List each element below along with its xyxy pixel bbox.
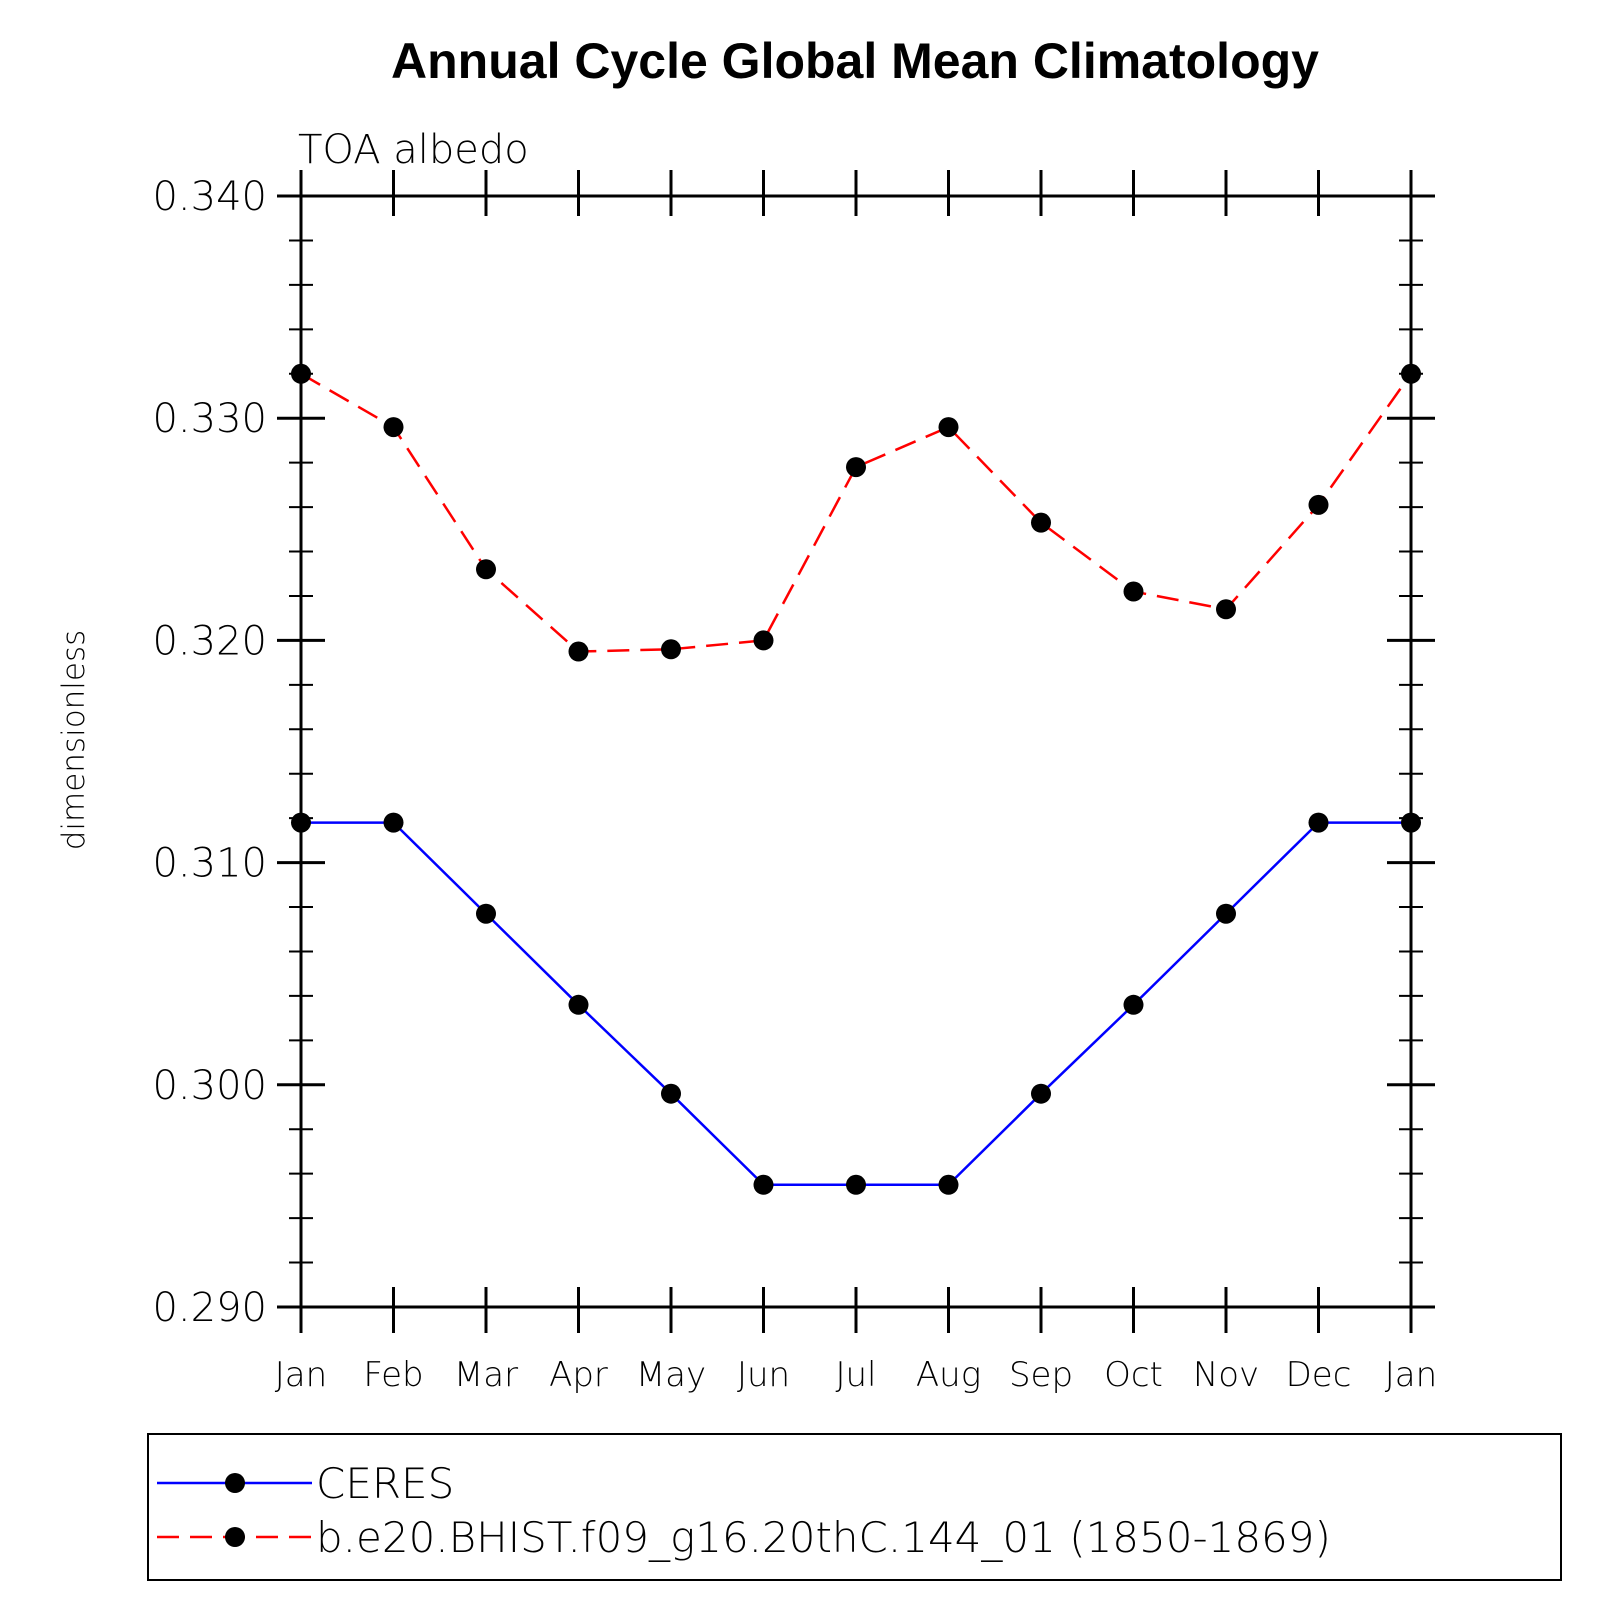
chart-title: Annual Cycle Global Mean Climatology xyxy=(391,33,1319,89)
data-point xyxy=(476,903,496,924)
y-tick-label: 0.330 xyxy=(152,396,267,442)
legend-label: CERES xyxy=(316,1459,454,1508)
data-point xyxy=(1401,363,1421,384)
x-tick-label: Feb xyxy=(363,1355,423,1395)
data-point xyxy=(568,994,589,1015)
data-point xyxy=(1308,812,1329,833)
y-tick-label: 0.300 xyxy=(152,1063,267,1109)
x-tick-label: Aug xyxy=(916,1355,981,1395)
data-point xyxy=(753,1174,774,1195)
series-line xyxy=(300,372,1413,653)
data-point xyxy=(1216,599,1236,620)
y-tick-label: 0.320 xyxy=(152,618,267,664)
x-tick-label: Sep xyxy=(1009,1355,1073,1395)
series-lines xyxy=(300,372,1413,1187)
tick-labels: Jan Feb Mar Apr May Jun Jul Aug Sep Oct Nov Dec Jan0… xyxy=(152,174,1437,1395)
data-point xyxy=(938,417,959,438)
y-tick-label: 0.310 xyxy=(152,841,267,887)
y-tick-label: 0.290 xyxy=(152,1285,267,1331)
x-tick-label: Nov xyxy=(1193,1355,1259,1395)
x-tick-label: Jul xyxy=(835,1355,876,1395)
data-point xyxy=(846,457,866,478)
data-point xyxy=(753,630,774,651)
data-point xyxy=(938,1174,959,1195)
data-point xyxy=(1216,903,1236,924)
series-line xyxy=(301,821,1411,1187)
plot-frame xyxy=(299,194,1413,1309)
series-markers xyxy=(291,363,1421,1195)
x-tick-label: Mar xyxy=(454,1355,518,1395)
data-point xyxy=(1031,512,1051,533)
legend: CERES b.e20.BHIST.f09_g16.20thC.144_01 (1… xyxy=(147,1433,1562,1581)
y-axis-label: dimensionless xyxy=(56,630,92,851)
axis-ticks xyxy=(277,170,1435,1333)
data-point xyxy=(568,641,589,662)
data-point xyxy=(1031,1083,1051,1104)
x-tick-label: Apr xyxy=(549,1355,608,1395)
data-point xyxy=(291,812,311,833)
data-point xyxy=(846,1174,866,1195)
data-point xyxy=(1123,994,1144,1015)
data-point xyxy=(1123,581,1144,602)
data-point xyxy=(1401,812,1421,833)
data-point xyxy=(661,1083,681,1104)
data-point xyxy=(383,417,404,438)
legend-marker xyxy=(225,1473,245,1493)
y-tick-label: 0.340 xyxy=(152,174,267,220)
legend-box xyxy=(147,1433,1562,1581)
legend-marker xyxy=(225,1527,245,1547)
x-tick-label: Dec xyxy=(1286,1355,1352,1395)
data-point xyxy=(383,812,404,833)
x-tick-label: Jun xyxy=(737,1355,790,1395)
chart-subtitle: TOA albedo xyxy=(298,127,529,173)
legend-label: b.e20.BHIST.f09_g16.20thC.144_01 (1850-1… xyxy=(316,1513,1331,1562)
x-tick-label: Oct xyxy=(1104,1355,1163,1395)
data-point xyxy=(291,363,311,384)
x-tick-label: Jan xyxy=(1385,1355,1437,1395)
data-point xyxy=(661,639,681,660)
data-point xyxy=(1308,494,1329,515)
data-point xyxy=(476,559,496,580)
x-tick-label: Jan xyxy=(275,1355,327,1395)
x-tick-label: May xyxy=(636,1355,706,1395)
